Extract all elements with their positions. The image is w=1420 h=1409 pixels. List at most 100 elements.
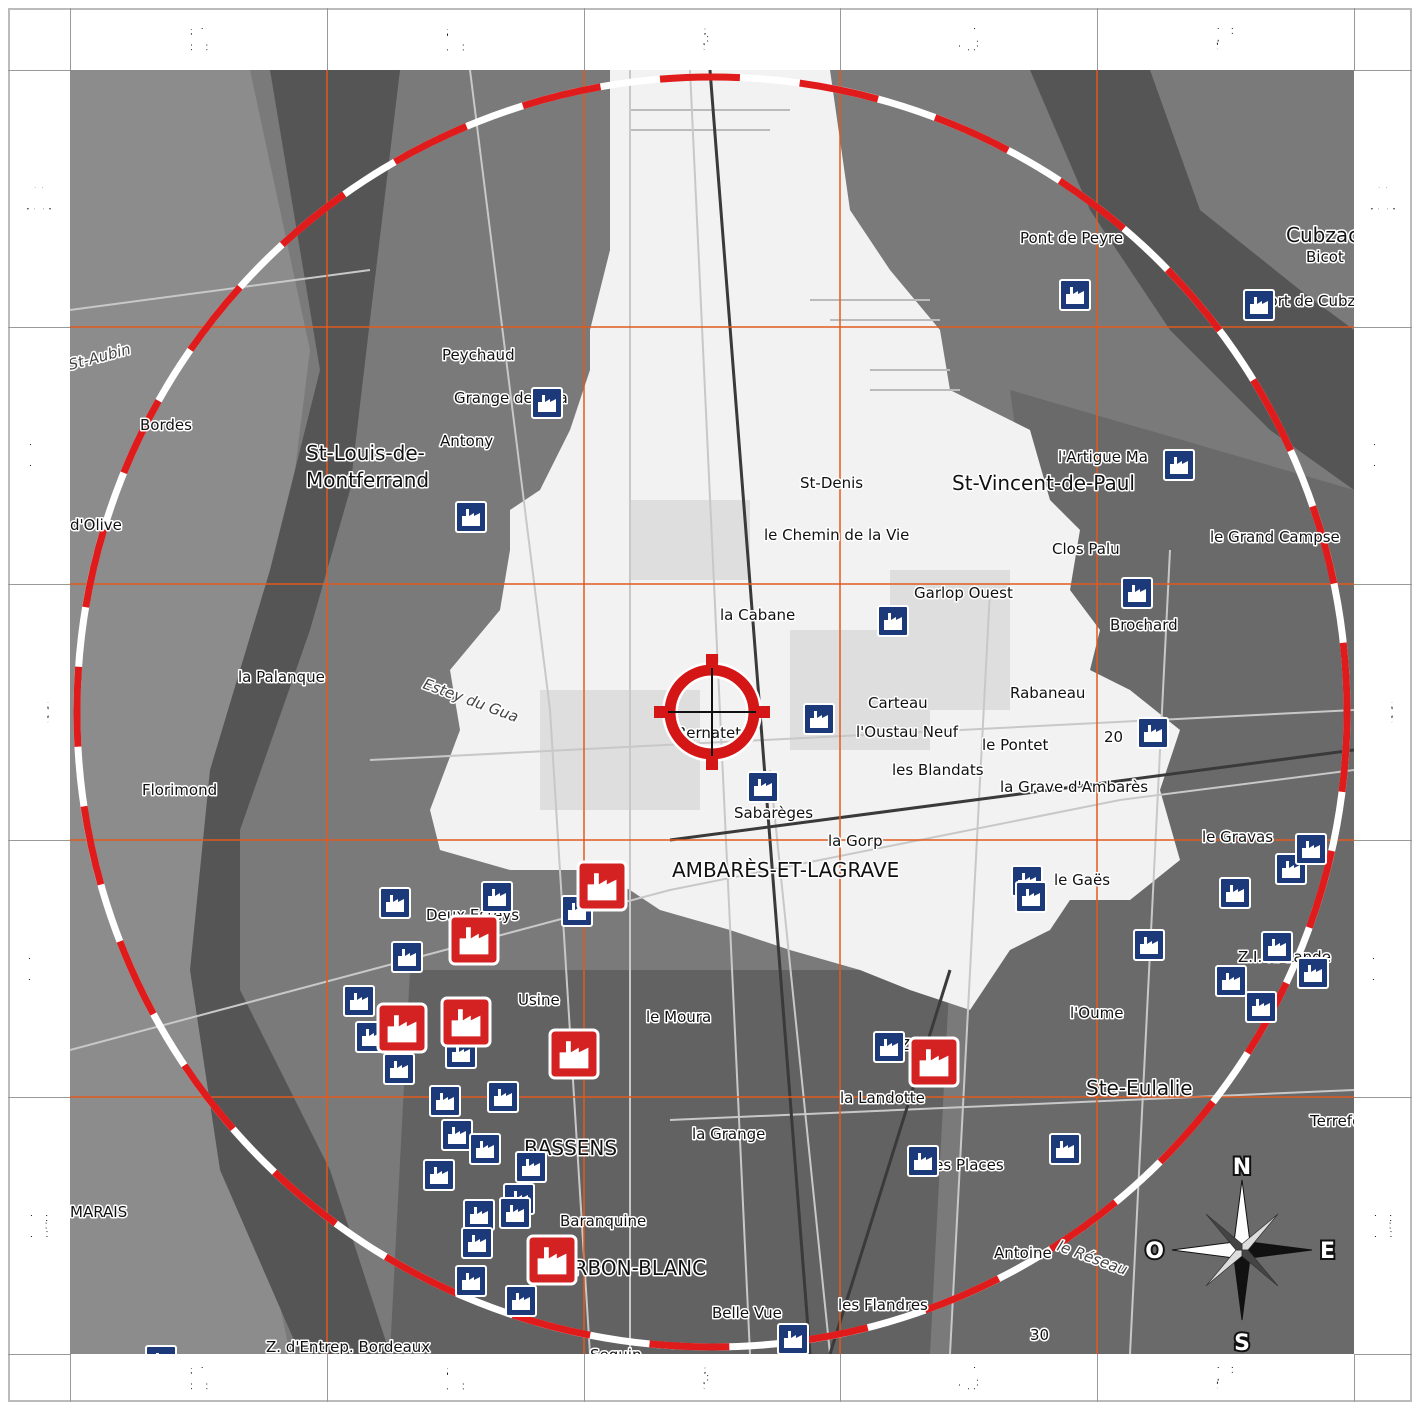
header-divider <box>70 8 71 70</box>
industrial-site-icon[interactable] <box>1138 718 1168 748</box>
industrial-site-icon[interactable] <box>1220 878 1250 908</box>
seveso-site-icon[interactable] <box>450 916 498 964</box>
place-label: la Landotte <box>840 1089 925 1107</box>
seveso-site-icon[interactable] <box>578 862 626 910</box>
compass-w: O <box>1145 1239 1164 1264</box>
place-label: Garlop Ouest <box>914 584 1013 602</box>
place-label: Clos Palu <box>1052 540 1120 558</box>
industrial-site-icon[interactable] <box>1050 1134 1080 1164</box>
place-label: la Grange <box>692 1125 765 1143</box>
industrial-site-icon[interactable] <box>1122 578 1152 608</box>
place-label: 20 <box>1104 728 1123 746</box>
compass-e: E <box>1320 1239 1335 1264</box>
seveso-site-icon[interactable] <box>528 1236 576 1284</box>
row-right-B: B <box>1354 327 1412 584</box>
industrial-site-icon[interactable] <box>1164 450 1194 480</box>
industrial-site-icon[interactable] <box>146 1346 176 1354</box>
col-bottom-2: 2 <box>327 1354 584 1402</box>
place-label: Pont de Peyre <box>1020 229 1123 247</box>
industrial-site-icon[interactable] <box>430 1086 460 1116</box>
industrial-site-icon[interactable] <box>464 1200 494 1230</box>
seveso-site-icon[interactable] <box>442 998 490 1046</box>
industrial-site-icon[interactable] <box>1244 290 1274 320</box>
col-top-3-label: 3 <box>703 23 722 56</box>
col-bottom-1-label: 1 <box>189 1362 208 1395</box>
header-divider <box>70 1354 71 1402</box>
header-divider <box>584 8 585 70</box>
place-label: Ste-Eulalie <box>1086 1076 1193 1100</box>
header-divider <box>1354 1354 1355 1402</box>
header-divider <box>1354 327 1412 328</box>
header-divider <box>1354 1354 1412 1355</box>
row-left-A: A <box>8 70 70 327</box>
industrial-site-icon[interactable] <box>1298 958 1328 988</box>
header-divider <box>584 1354 585 1402</box>
place-label: le Gaës <box>1054 871 1110 889</box>
place-label: Cubzac <box>1286 223 1354 247</box>
row-left-C-label: C <box>29 696 50 729</box>
industrial-site-icon[interactable] <box>874 1032 904 1062</box>
place-label: St-Louis-de- <box>306 441 425 465</box>
compass-n: N <box>1233 1155 1251 1180</box>
industrial-site-icon[interactable] <box>482 882 512 912</box>
place-label: Baranquine <box>560 1212 646 1230</box>
industrial-site-icon[interactable] <box>344 986 374 1016</box>
header-divider <box>840 8 841 70</box>
seveso-site-icon[interactable] <box>550 1030 598 1078</box>
industrial-site-icon[interactable] <box>908 1146 938 1176</box>
row-right-A: A <box>1354 70 1412 327</box>
place-label: Peychaud <box>442 346 515 364</box>
industrial-site-icon[interactable] <box>1134 930 1164 960</box>
seveso-site-icon[interactable] <box>378 1004 426 1052</box>
industrial-site-icon[interactable] <box>778 1324 808 1354</box>
industrial-site-icon[interactable] <box>456 502 486 532</box>
industrial-site-icon[interactable] <box>424 1160 454 1190</box>
industrial-site-icon[interactable] <box>470 1134 500 1164</box>
industrial-site-icon[interactable] <box>1016 882 1046 912</box>
industrial-site-icon[interactable] <box>1246 992 1276 1022</box>
place-label: Z. d'Entrep. Bordeaux <box>266 1338 430 1354</box>
place-label: le Pontet <box>982 736 1048 754</box>
header-divider <box>1354 8 1355 70</box>
industrial-site-icon[interactable] <box>516 1152 546 1182</box>
industrial-site-icon[interactable] <box>392 942 422 972</box>
industrial-site-icon[interactable] <box>506 1286 536 1316</box>
industrial-site-icon[interactable] <box>488 1082 518 1112</box>
col-top-2: 2 <box>327 8 584 70</box>
place-label: les Places <box>930 1156 1004 1174</box>
industrial-site-icon[interactable] <box>384 1054 414 1084</box>
place-label: St-Denis <box>800 474 863 492</box>
col-top-5-label: 5 <box>1216 23 1235 56</box>
place-label: la Grave d'Ambarès <box>1000 778 1148 796</box>
place-label: Rabaneau <box>1010 684 1085 702</box>
col-bottom-5-label: 5 <box>1216 1362 1235 1395</box>
place-label: Usine <box>518 991 560 1009</box>
industrial-site-icon[interactable] <box>748 772 778 802</box>
row-right-D: D <box>1354 841 1412 1098</box>
header-divider <box>1354 840 1412 841</box>
industrial-site-icon[interactable] <box>532 388 562 418</box>
col-bottom-4-label: 4 <box>959 1362 978 1395</box>
industrial-site-icon[interactable] <box>462 1228 492 1258</box>
seveso-site-icon[interactable] <box>910 1038 958 1086</box>
industrial-site-icon[interactable] <box>380 888 410 918</box>
industrial-site-icon[interactable] <box>1262 932 1292 962</box>
industrial-site-icon[interactable] <box>456 1266 486 1296</box>
col-top-2-label: 2 <box>446 23 465 56</box>
industrial-site-icon[interactable] <box>804 704 834 734</box>
industrial-site-icon[interactable] <box>1216 966 1246 996</box>
industrial-site-icon[interactable] <box>500 1198 530 1228</box>
col-top-1-label: 1 <box>189 23 208 56</box>
header-divider <box>1097 8 1098 70</box>
place-label: l'Artigue Ma <box>1058 448 1148 466</box>
header-divider <box>8 840 70 841</box>
col-bottom-3: 3 <box>584 1354 841 1402</box>
place-label: le Gravas <box>1202 828 1273 846</box>
industrial-site-icon[interactable] <box>442 1120 472 1150</box>
industrial-site-icon[interactable] <box>1060 280 1090 310</box>
row-right-B-label: B <box>1372 439 1393 472</box>
industrial-site-icon[interactable] <box>878 606 908 636</box>
industrial-site-icon[interactable] <box>1296 834 1326 864</box>
col-top-4: 4 <box>840 8 1097 70</box>
